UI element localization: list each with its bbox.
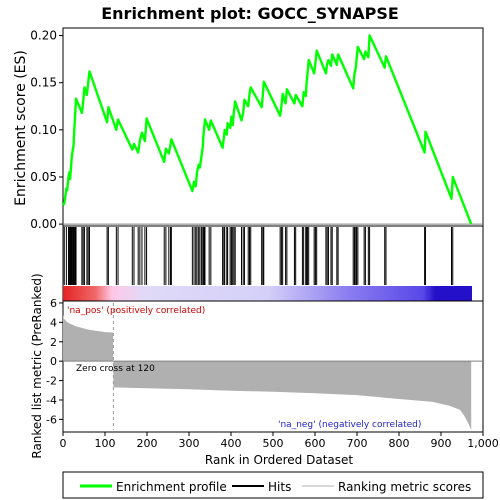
- x-tick-label: 500: [263, 437, 284, 450]
- metric-y-tick-label: 0: [50, 355, 57, 368]
- metric-y-tick-label: -4: [46, 394, 57, 407]
- legend-enrichment-label: Enrichment profile: [116, 480, 227, 494]
- enrichment-profile: [63, 36, 471, 225]
- metric-y-tick-label: -6: [46, 413, 57, 426]
- legend: Enrichment profile Hits Ranking metric s…: [63, 472, 483, 498]
- chart-title: Enrichment plot: GOCC_SYNAPSE: [101, 4, 399, 23]
- x-tick-label: 900: [431, 437, 452, 450]
- es-y-tick-label: 0.10: [30, 123, 57, 137]
- es-y-tick-label: 0.15: [30, 76, 57, 90]
- es-y-tick-label: 0.00: [30, 217, 57, 231]
- x-tick-label: 400: [221, 437, 242, 450]
- es-panel-frame: [63, 28, 483, 226]
- hits: [64, 227, 453, 285]
- metric-y-axis: 6 4 2 0 -2 -4 -6: [46, 297, 63, 426]
- metric-y-tick-label: -2: [46, 375, 57, 388]
- x-tick-label: 300: [179, 437, 200, 450]
- x-tick-label: 600: [305, 437, 326, 450]
- pos-correlation-label: 'na_pos' (positively correlated): [67, 306, 205, 316]
- metric-y-tick-label: 6: [50, 297, 57, 310]
- neg-correlation-label: 'na_neg' (negatively correlated): [278, 420, 421, 430]
- legend-metric-label: Ranking metric scores: [338, 480, 471, 494]
- metric-y-tick-label: 4: [50, 316, 57, 329]
- x-tick-label: 0: [60, 437, 67, 450]
- metric-positive-area: [63, 315, 113, 362]
- es-y-tick-label: 0.05: [30, 170, 57, 184]
- x-axis-label: Rank in Ordered Dataset: [205, 453, 353, 467]
- x-tick-label: 100: [95, 437, 116, 450]
- es-y-axis-label: Enrichment score (ES): [13, 50, 29, 206]
- x-tick-label: 1,000: [467, 437, 499, 450]
- ranking-color-bar: [63, 286, 472, 301]
- metric-y-tick-label: 2: [50, 336, 57, 349]
- metric-y-axis-label: Ranked list metric (PreRanked): [30, 273, 44, 458]
- zero-cross-label: Zero cross at 120: [76, 364, 155, 374]
- x-tick-label: 700: [347, 437, 368, 450]
- enrichment-profile-line: [63, 36, 471, 225]
- x-tick-label: 200: [137, 437, 158, 450]
- x-tick-label: 800: [389, 437, 410, 450]
- legend-hits-label: Hits: [268, 480, 291, 494]
- es-y-tick-label: 0.20: [30, 29, 57, 43]
- x-axis: 0 100 200 300 400 500 600 700 800 900 1,000: [60, 432, 499, 450]
